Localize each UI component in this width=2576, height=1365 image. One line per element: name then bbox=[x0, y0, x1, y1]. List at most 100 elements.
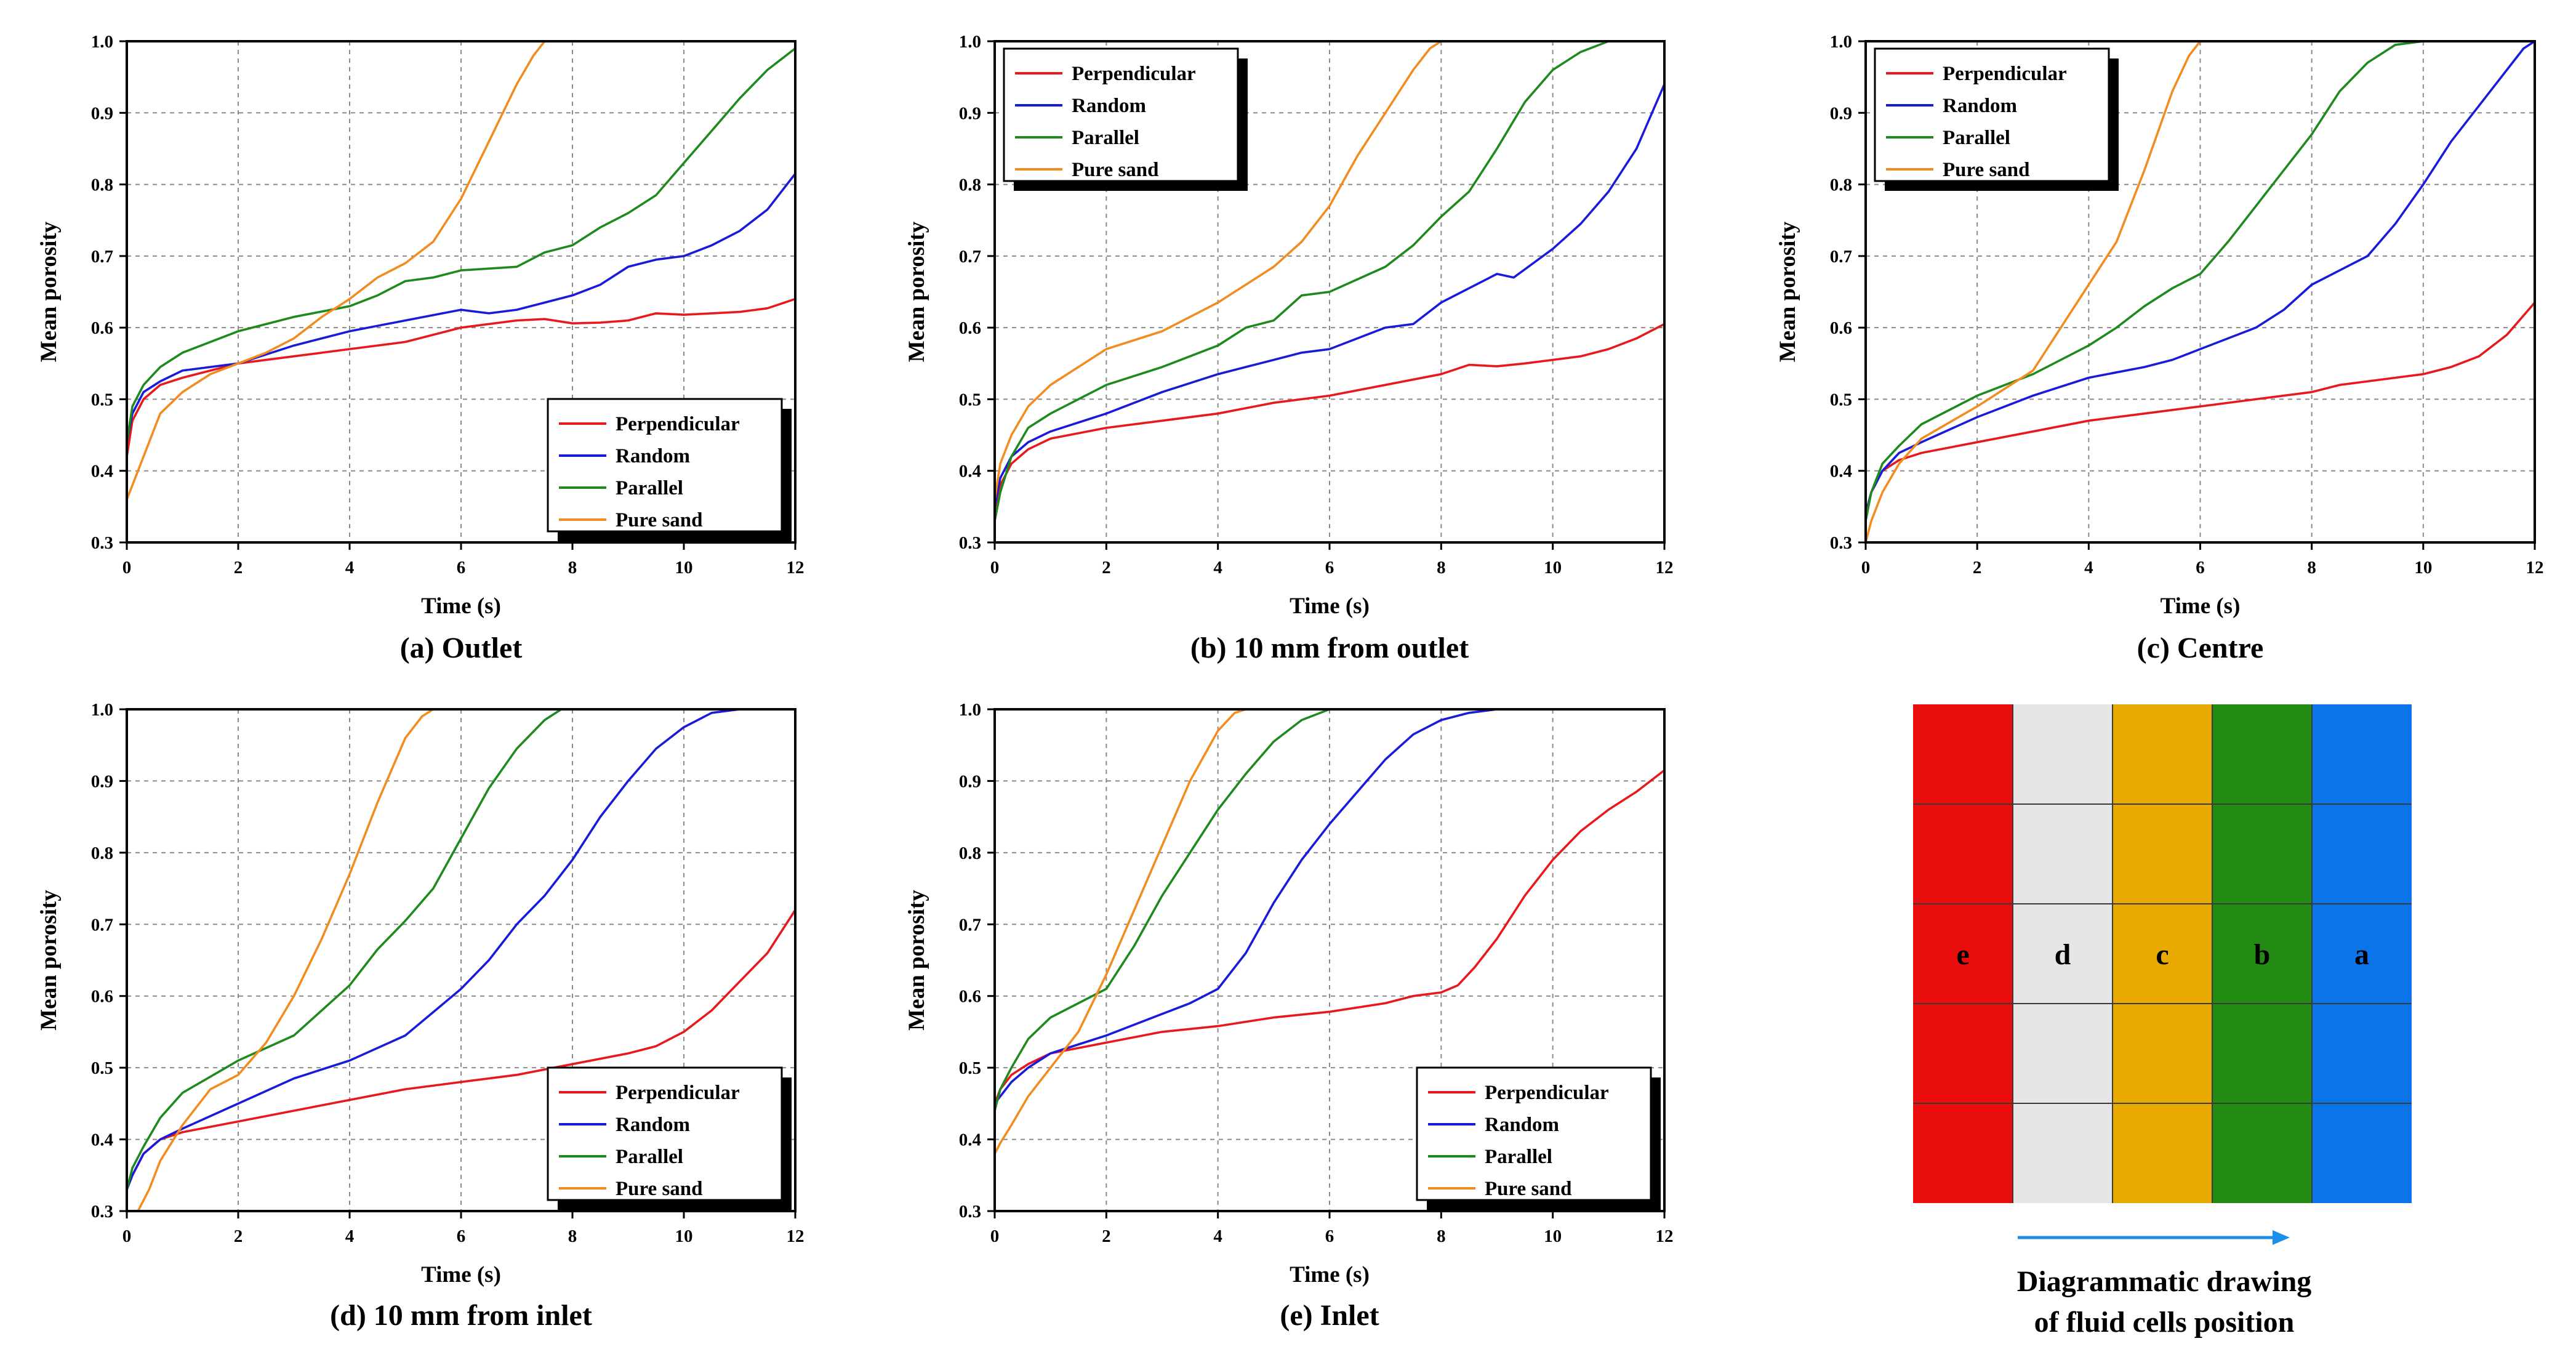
x-tick-label: 0 bbox=[1861, 558, 1871, 578]
x-tick-label: 0 bbox=[122, 558, 132, 578]
x-tick-label: 8 bbox=[568, 1226, 577, 1246]
x-tick-label: 2 bbox=[1973, 558, 1982, 578]
fluid-cell-d bbox=[2013, 704, 2113, 1203]
series-line-random bbox=[993, 708, 1666, 1105]
diagram-caption-line2: of fluid cells position bbox=[2034, 1306, 2295, 1339]
legend-box bbox=[1874, 47, 2110, 182]
x-tick-label: 6 bbox=[1325, 1226, 1334, 1246]
legend: Perpendicular Random Parallel Pure sand bbox=[547, 398, 792, 541]
fluid-cell-label-d: d bbox=[2055, 938, 2071, 971]
y-tick-label: 0.9 bbox=[959, 103, 981, 123]
y-tick-label: 0.3 bbox=[959, 533, 981, 553]
x-tick-label: 10 bbox=[1544, 1226, 1562, 1246]
x-tick-label: 12 bbox=[2526, 558, 2544, 578]
series-line-random bbox=[1864, 40, 2536, 515]
y-tick-label: 0.4 bbox=[959, 1130, 981, 1150]
legend-box bbox=[1003, 47, 1239, 182]
y-tick-label: 1.0 bbox=[959, 32, 981, 52]
legend-box bbox=[547, 1066, 783, 1201]
legend-label-pure-sand: Pure sand bbox=[1485, 1178, 1572, 1200]
series-line-pure-sand bbox=[993, 708, 1666, 1155]
x-tick-label: 2 bbox=[234, 558, 243, 578]
y-tick-label: 0.8 bbox=[91, 175, 113, 195]
x-tick-label: 8 bbox=[2307, 558, 2316, 578]
y-axis-label: Mean porosity bbox=[36, 890, 62, 1031]
y-axis-label: Mean porosity bbox=[904, 221, 929, 362]
y-tick-label: 0.5 bbox=[91, 390, 113, 409]
y-tick-label: 0.4 bbox=[1830, 462, 1852, 481]
y-axis-label: Mean porosity bbox=[36, 221, 62, 362]
chart-4: 0 2 4 6 8 10 12 0.3 0.4 0.5 0.6 0.7 0.8 0.9 1.0 Time (s… bbox=[36, 700, 804, 1332]
y-tick-label: 0.3 bbox=[91, 533, 113, 553]
fluid-cell-label-c: c bbox=[2156, 938, 2169, 971]
y-tick-label: 0.6 bbox=[91, 318, 113, 338]
chart-caption: (a) Outlet bbox=[400, 632, 523, 664]
legend-label-parallel: Parallel bbox=[1072, 127, 1139, 149]
fluid-cell-b bbox=[2212, 704, 2312, 1203]
y-tick-label: 0.5 bbox=[959, 390, 981, 409]
legend-label-perpendicular: Perpendicular bbox=[1943, 63, 2067, 85]
series-line-perpendicular bbox=[126, 297, 796, 458]
x-tick-label: 12 bbox=[787, 558, 804, 578]
x-tick-label: 6 bbox=[2196, 558, 2205, 578]
legend-label-random: Random bbox=[1485, 1114, 1559, 1136]
x-tick-label: 6 bbox=[1325, 558, 1334, 578]
legend-box bbox=[1416, 1066, 1652, 1201]
x-tick-label: 12 bbox=[787, 1226, 804, 1246]
series-line-parallel bbox=[126, 47, 796, 443]
series-line-parallel bbox=[1864, 40, 2536, 522]
diagram-caption-line1: Diagrammatic drawing bbox=[2017, 1265, 2312, 1298]
legend-label-parallel: Parallel bbox=[1943, 127, 2010, 149]
x-tick-label: 0 bbox=[990, 558, 1000, 578]
legend-label-perpendicular: Perpendicular bbox=[616, 413, 740, 435]
series-line-pure-sand bbox=[137, 708, 796, 1212]
fluid-cell-label-a: a bbox=[2354, 938, 2369, 971]
y-tick-label: 0.7 bbox=[1830, 247, 1852, 267]
y-tick-label: 0.4 bbox=[91, 1130, 113, 1150]
y-tick-label: 0.3 bbox=[1830, 533, 1852, 553]
y-tick-label: 0.6 bbox=[1830, 318, 1852, 338]
legend-label-pure-sand: Pure sand bbox=[616, 509, 703, 531]
x-tick-label: 6 bbox=[457, 558, 466, 578]
y-tick-label: 0.6 bbox=[959, 318, 981, 338]
chart-5: 0 2 4 6 8 10 12 0.3 0.4 0.5 0.6 0.7 0.8 0.9 1.0 Time (s… bbox=[904, 700, 1674, 1332]
y-tick-label: 0.9 bbox=[91, 103, 113, 123]
y-tick-label: 0.3 bbox=[959, 1202, 981, 1222]
y-tick-label: 0.7 bbox=[91, 247, 113, 267]
x-tick-label: 6 bbox=[457, 1226, 466, 1246]
x-tick-label: 10 bbox=[675, 558, 693, 578]
x-axis-label: Time (s) bbox=[421, 1262, 501, 1287]
series-line-parallel bbox=[993, 708, 1666, 1112]
x-tick-label: 10 bbox=[675, 1226, 693, 1246]
y-tick-label: 0.5 bbox=[959, 1058, 981, 1078]
legend-label-perpendicular: Perpendicular bbox=[616, 1082, 740, 1104]
y-tick-label: 0.8 bbox=[959, 175, 981, 195]
legend-label-perpendicular: Perpendicular bbox=[1072, 63, 1196, 85]
y-tick-label: 1.0 bbox=[959, 700, 981, 720]
flow-arrow-head-icon bbox=[2273, 1230, 2290, 1245]
legend-label-pure-sand: Pure sand bbox=[616, 1178, 703, 1200]
y-tick-label: 0.8 bbox=[91, 844, 113, 863]
x-tick-label: 2 bbox=[1102, 1226, 1111, 1246]
y-tick-label: 0.9 bbox=[1830, 103, 1852, 123]
legend: Perpendicular Random Parallel Pure sand bbox=[1416, 1066, 1661, 1210]
y-tick-label: 0.7 bbox=[959, 247, 981, 267]
chart-caption: (b) 10 mm from outlet bbox=[1190, 632, 1469, 664]
legend-label-perpendicular: Perpendicular bbox=[1485, 1082, 1609, 1104]
fluid-cell-c bbox=[2113, 704, 2212, 1203]
series-line-random bbox=[993, 83, 1666, 508]
legend-label-parallel: Parallel bbox=[1485, 1146, 1552, 1168]
y-tick-label: 0.9 bbox=[91, 771, 113, 791]
series-line-pure-sand bbox=[126, 40, 796, 501]
legend: Perpendicular Random Parallel Pure sand bbox=[547, 1066, 792, 1210]
x-tick-label: 10 bbox=[1544, 558, 1562, 578]
x-tick-label: 4 bbox=[1213, 1226, 1222, 1246]
x-tick-label: 4 bbox=[345, 558, 355, 578]
y-tick-label: 0.3 bbox=[91, 1202, 113, 1222]
y-tick-label: 0.4 bbox=[959, 462, 981, 481]
chart-caption: (e) Inlet bbox=[1280, 1299, 1379, 1332]
y-tick-label: 1.0 bbox=[91, 700, 113, 720]
legend: Perpendicular Random Parallel Pure sand bbox=[1003, 47, 1248, 191]
y-tick-label: 1.0 bbox=[91, 32, 113, 52]
